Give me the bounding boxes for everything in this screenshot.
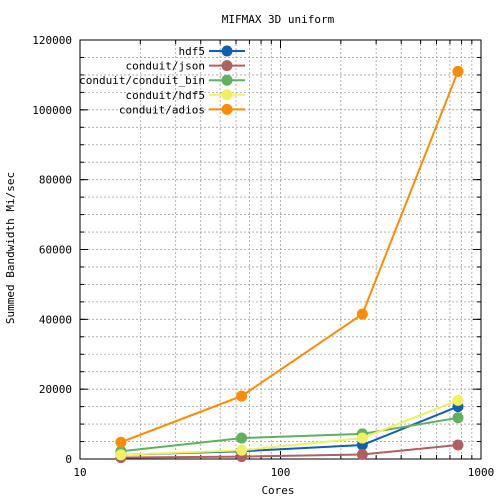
data-point [452, 412, 464, 424]
legend-label: conduit/adios [119, 103, 205, 116]
series-line [120, 416, 459, 453]
series-conduit-hdf5 [115, 394, 464, 461]
legend-swatch-marker [221, 89, 233, 101]
legend-swatch-marker [221, 45, 233, 57]
grid [80, 40, 481, 459]
data-point [236, 390, 248, 402]
y-tick-label: 20000 [39, 383, 72, 396]
legend-swatch-marker [221, 60, 233, 72]
series-line [120, 444, 459, 459]
y-tick-label: 100000 [32, 104, 72, 117]
data-point [356, 308, 368, 320]
y-tick-label: 0 [65, 453, 72, 466]
data-point [236, 432, 248, 444]
series-conduit-adios [115, 65, 464, 448]
data-point [452, 439, 464, 451]
y-tick-label: 120000 [32, 34, 72, 47]
chart-title: MIFMAX 3D uniform [222, 13, 335, 26]
legend-label: conduit/conduit_bin [79, 74, 205, 87]
data-point [452, 65, 464, 77]
series-conduit-json [115, 439, 464, 464]
y-tick-label: 40000 [39, 313, 72, 326]
data-point [115, 436, 127, 448]
legend: hdf5 conduit/jsonconduit/conduit_bincondu… [79, 45, 245, 116]
data-point [356, 448, 368, 460]
series-line [120, 405, 459, 456]
data-point [356, 432, 368, 444]
series-hdf5 [115, 401, 464, 461]
x-axis-label: Cores [261, 484, 294, 497]
x-tick-label: 10 [73, 466, 86, 479]
legend-label: conduit/json [126, 60, 205, 73]
axis-ticks: 10 100 1000 0 20000 40000 60000 80000 100000 1200… [32, 34, 494, 479]
series-line [120, 71, 459, 444]
series-layer [115, 65, 464, 464]
legend-swatch-marker [221, 74, 233, 86]
legend-swatch-marker [221, 103, 233, 115]
y-axis-label: Summed Bandwidth Mi/sec [4, 172, 17, 324]
data-point [236, 444, 248, 456]
data-point [115, 449, 127, 461]
x-tick-label: 100 [271, 466, 291, 479]
legend-label: conduit/hdf5 [126, 89, 205, 102]
y-tick-label: 60000 [39, 244, 72, 257]
legend-label: hdf5 [179, 45, 206, 58]
data-point [452, 394, 464, 406]
y-tick-label: 80000 [39, 174, 72, 187]
series-line [120, 399, 459, 456]
x-tick-label: 1000 [468, 466, 495, 479]
